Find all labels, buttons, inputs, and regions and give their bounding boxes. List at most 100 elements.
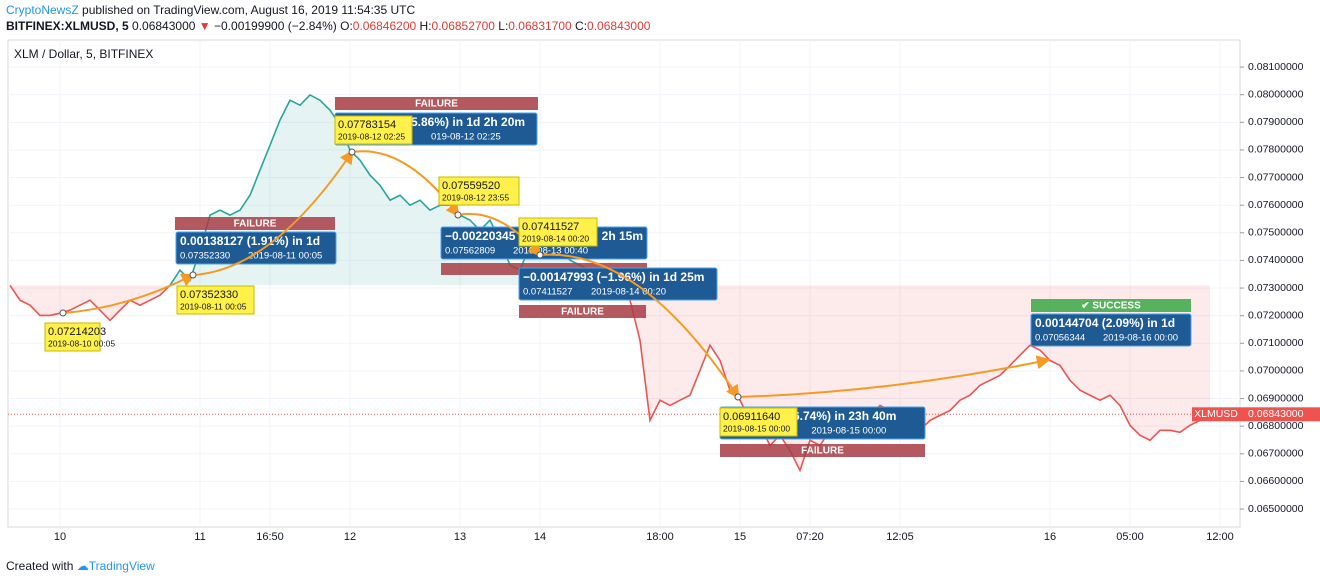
created: Created with xyxy=(6,559,74,573)
measure-time: 2019-08-15 00:00 xyxy=(811,426,886,437)
price-label-value: 0.07559520 xyxy=(442,180,500,192)
ohlc-key: H: xyxy=(419,19,432,33)
banner xyxy=(335,97,538,110)
ohlc-value: 0.06852700 xyxy=(431,19,495,33)
y-tick-label: 0.07200000 xyxy=(1248,309,1304,321)
measure-time: 2019-08-16 00:00 xyxy=(1103,333,1178,344)
x-tick-label: 12:00 xyxy=(1206,531,1234,543)
measure-price: 0.07056344 xyxy=(1035,333,1085,344)
x-tick-label: 12:05 xyxy=(886,531,914,543)
measure-time: 2019-08-11 00:05 xyxy=(248,251,322,262)
symbol: BITFINEX:XLMUSD, 5 xyxy=(6,19,129,33)
price-label-time: 2019-08-12 02:25 xyxy=(338,131,405,141)
down-arrow: ▼ xyxy=(198,19,211,33)
measure-price: 0.07352330 xyxy=(180,251,230,262)
last-value: 0.06843000 xyxy=(1248,408,1304,420)
measure-tail: 2h 15m xyxy=(602,229,643,243)
arrow xyxy=(62,273,196,314)
x-tick-label: 16 xyxy=(1044,531,1056,543)
price-label xyxy=(176,285,255,315)
y-tick-label: 0.06500000 xyxy=(1248,503,1304,515)
author-link[interactable]: CryptoNewsZ xyxy=(6,3,79,17)
y-tick-label: 0.08000000 xyxy=(1248,88,1304,100)
anchor-dot xyxy=(348,148,356,156)
price-label xyxy=(518,217,598,247)
price-label xyxy=(719,407,798,437)
ohlc-value: 0.06843000 xyxy=(587,19,651,33)
banner-text: ✔ SUCCESS xyxy=(1081,301,1141,312)
arrow xyxy=(539,253,740,400)
banner xyxy=(1031,299,1191,312)
last-name: XLMUSD xyxy=(1194,408,1238,420)
x-tick-label: 07:20 xyxy=(796,531,824,543)
banner-text: FAILURE xyxy=(801,446,844,457)
ohlc-value: 0.06831700 xyxy=(508,19,572,33)
published: published on TradingView.com, August 16,… xyxy=(82,3,416,17)
measure-text: 5.86%) in 1d 2h 20m xyxy=(411,115,525,129)
anchor-dot xyxy=(536,251,544,259)
y-tick-label: 0.07600000 xyxy=(1248,199,1304,211)
price-label-value: 0.07214203 xyxy=(48,326,106,338)
banner xyxy=(720,444,925,457)
price-label xyxy=(44,322,101,352)
last: 0.06843000 xyxy=(132,19,196,33)
price-label-value: 0.07352330 xyxy=(180,289,238,301)
y-tick-label: 0.06700000 xyxy=(1248,448,1304,460)
y-tick-label: 0.07500000 xyxy=(1248,227,1304,239)
x-tick-label: 11 xyxy=(194,531,205,543)
ohlc-key: L: xyxy=(498,19,509,33)
y-tick-label: 0.07000000 xyxy=(1248,365,1304,377)
anchor-dot xyxy=(734,393,742,401)
measure-price: 0.07411527 xyxy=(523,287,573,298)
y-tick-label: 0.07800000 xyxy=(1248,144,1304,156)
ohlc-value: 0.06846200 xyxy=(352,19,417,33)
price-label-time: 2019-08-11 00:05 xyxy=(180,301,247,311)
footer: Created with ☁TradingView xyxy=(6,559,155,573)
measure-box xyxy=(1030,313,1192,347)
symbol-line: BITFINEX:XLMUSD, 5 0.06843000 ▼ −0.00199… xyxy=(6,19,654,33)
banner-text: FAILURE xyxy=(415,99,458,110)
price-label xyxy=(438,176,520,206)
banner xyxy=(519,305,646,318)
price-label-time: 2019-08-15 00:00 xyxy=(723,423,790,433)
measure-time: 2019-08-13 00:40 xyxy=(513,246,588,257)
y-tick-label: 0.07700000 xyxy=(1248,171,1304,183)
x-tick-label: 12 xyxy=(344,531,356,543)
price-label-value: 0.06911640 xyxy=(723,411,780,423)
y-tick-label: 0.06900000 xyxy=(1248,392,1304,404)
anchor-dot xyxy=(454,211,462,219)
y-tick-label: 0.07300000 xyxy=(1248,282,1304,294)
arrow xyxy=(737,355,1051,398)
anchor-dot xyxy=(59,309,67,317)
last-name-box xyxy=(1192,407,1240,422)
header-line: CryptoNewsZ published on TradingView.com… xyxy=(6,3,415,17)
y-tick-label: 0.08100000 xyxy=(1248,61,1304,73)
chart-title: XLM / Dollar, 5, BITFINEX xyxy=(14,47,153,61)
line-below xyxy=(9,285,1211,473)
measure-text: 0.00144704 (2.09%) in 1d xyxy=(1035,316,1175,330)
measure-box xyxy=(518,267,718,301)
measure-time: 2019-08-14 00:20 xyxy=(591,287,666,298)
x-tick-label: 10 xyxy=(54,531,66,543)
ohlc-key: C: xyxy=(575,19,588,33)
x-tick-label: 18:00 xyxy=(646,531,674,543)
x-tick-label: 14 xyxy=(534,531,546,543)
measure-time: 019-08-12 02:25 xyxy=(431,132,501,143)
measure-price: 0.07562809 xyxy=(445,246,495,257)
price-label-value: 0.07783154 xyxy=(338,119,396,131)
x-tick-label: 16:50 xyxy=(256,531,284,543)
y-tick-label: 0.07900000 xyxy=(1248,116,1304,128)
banner-text: FAILURE xyxy=(561,307,604,318)
arrow xyxy=(192,149,354,276)
price-label xyxy=(334,115,413,145)
measure-box xyxy=(175,231,337,265)
measure-text: (−6.74%) in 23h 40m xyxy=(782,409,896,423)
price-label-time: 2019-08-12 23:55 xyxy=(442,192,509,202)
measure-text: −0.00220345 xyxy=(445,229,516,243)
y-tick-label: 0.07100000 xyxy=(1248,337,1304,349)
anchor-dot xyxy=(189,271,197,279)
brand-link[interactable]: TradingView xyxy=(88,559,155,573)
banner xyxy=(175,217,335,230)
